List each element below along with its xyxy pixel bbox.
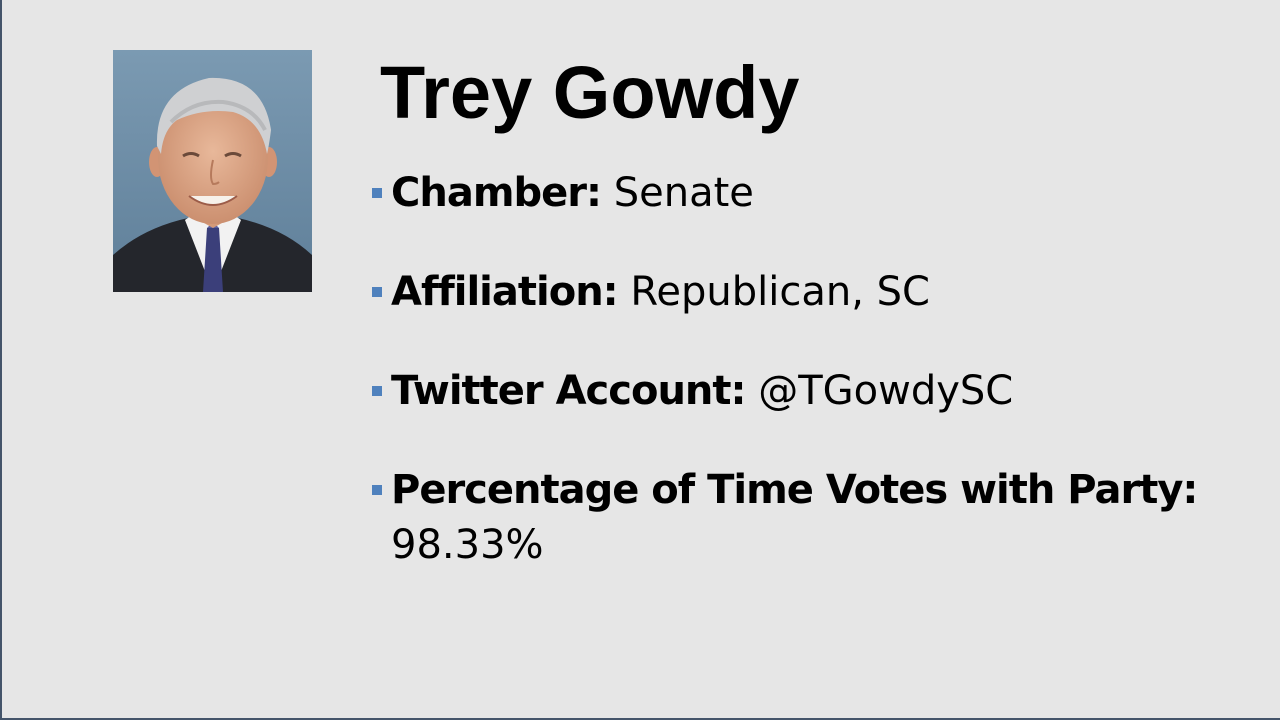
square-bullet-icon: [372, 188, 382, 198]
square-bullet-icon: [372, 485, 382, 495]
bullet-value: 98.33%: [391, 522, 544, 568]
slide-title: Trey Gowdy: [380, 51, 800, 134]
square-bullet-icon: [372, 386, 382, 396]
bullet-label: Affiliation:: [391, 269, 619, 315]
bullet-value: Republican, SC: [630, 269, 930, 315]
bullet-affiliation: Affiliation: Republican, SC: [370, 265, 1250, 320]
bullet-twitter: Twitter Account: @TGowdySC: [370, 364, 1250, 419]
bullet-chamber: Chamber: Senate: [370, 166, 1250, 221]
portrait-photo: [113, 50, 312, 292]
bullet-label: Twitter Account:: [391, 368, 747, 414]
bullet-label: Percentage of Time Votes with Party:: [391, 467, 1198, 513]
bullet-label: Chamber:: [391, 170, 602, 216]
bullet-list: Chamber: Senate Affiliation: Republican,…: [370, 166, 1250, 617]
bullet-value: @TGowdySC: [758, 368, 1014, 414]
bullet-party-votes: Percentage of Time Votes with Party: 98.…: [370, 463, 1250, 573]
square-bullet-icon: [372, 287, 382, 297]
bullet-value: Senate: [613, 170, 754, 216]
